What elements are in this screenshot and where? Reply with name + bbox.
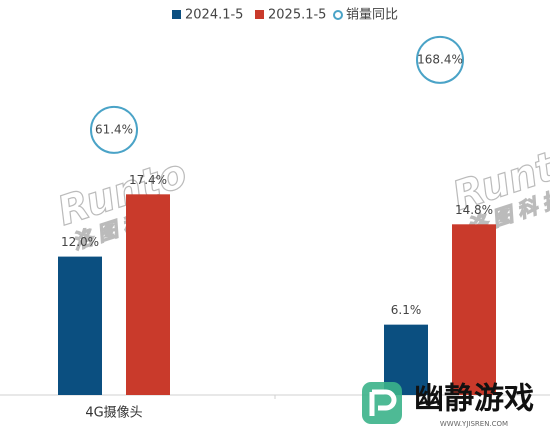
value-label: 61.4%: [95, 122, 133, 136]
x-tick-label: 4G摄像头: [85, 406, 142, 421]
logo-glyph: [369, 389, 397, 416]
legend-label: 2024.1-5: [185, 8, 243, 23]
value-label: 6.1%: [391, 303, 422, 317]
value-label: 12.0%: [61, 235, 99, 249]
bar: [452, 224, 496, 395]
value-label: 17.4%: [129, 173, 167, 187]
legend-label: 2025.1-5: [268, 8, 326, 23]
legend-marker: [333, 10, 343, 20]
value-label: 14.8%: [455, 203, 493, 217]
bar: [126, 194, 170, 395]
value-label: 168.4%: [417, 52, 463, 66]
legend-marker: [255, 10, 264, 19]
yoy-marker: [416, 35, 464, 84]
yoy-marker: [90, 105, 138, 154]
site-logo: 幽静游戏 WWW.YJISREN.COM: [362, 382, 534, 428]
bar: [58, 256, 102, 395]
legend-marker: [172, 10, 181, 19]
legend-label: 销量同比: [346, 8, 398, 23]
logo-text: 幽静游戏: [414, 382, 534, 417]
logo-url: WWW.YJISREN.COM: [440, 420, 508, 428]
